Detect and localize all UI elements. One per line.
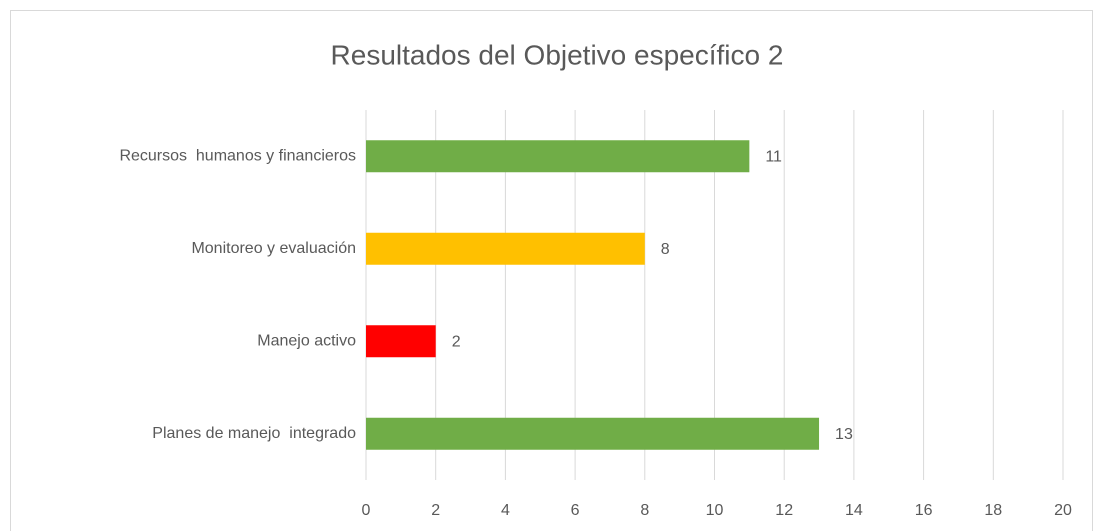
- bar: [366, 140, 750, 173]
- y-tick-label: Recursos humanos y financieros: [119, 147, 356, 164]
- x-tick-label: 0: [362, 502, 371, 519]
- x-tick-label: 20: [1054, 502, 1072, 519]
- bar: [366, 417, 820, 450]
- x-tick-label: 4: [501, 502, 510, 519]
- y-tick-label: Manejo activo: [257, 332, 356, 349]
- chart-title: Resultados del Objetivo específico 2: [331, 39, 784, 70]
- y-tick-label: Planes de manejo integrado: [152, 425, 356, 442]
- x-tick-label: 6: [571, 502, 580, 519]
- data-label: 2: [452, 333, 461, 350]
- chart-frame: [10, 10, 1093, 531]
- bar: [366, 232, 645, 265]
- x-tick-label: 10: [706, 502, 724, 519]
- data-label: 13: [835, 426, 853, 443]
- x-tick-label: 16: [915, 502, 933, 519]
- data-label: 11: [765, 148, 782, 165]
- x-tick-label: 12: [775, 502, 793, 519]
- data-label: 8: [661, 241, 670, 258]
- bar: [366, 325, 436, 358]
- y-tick-label: Monitoreo y evaluación: [191, 240, 356, 257]
- x-tick-label: 8: [640, 502, 649, 519]
- x-tick-label: 18: [984, 502, 1002, 519]
- x-tick-label: 14: [845, 502, 863, 519]
- x-tick-label: 2: [431, 502, 440, 519]
